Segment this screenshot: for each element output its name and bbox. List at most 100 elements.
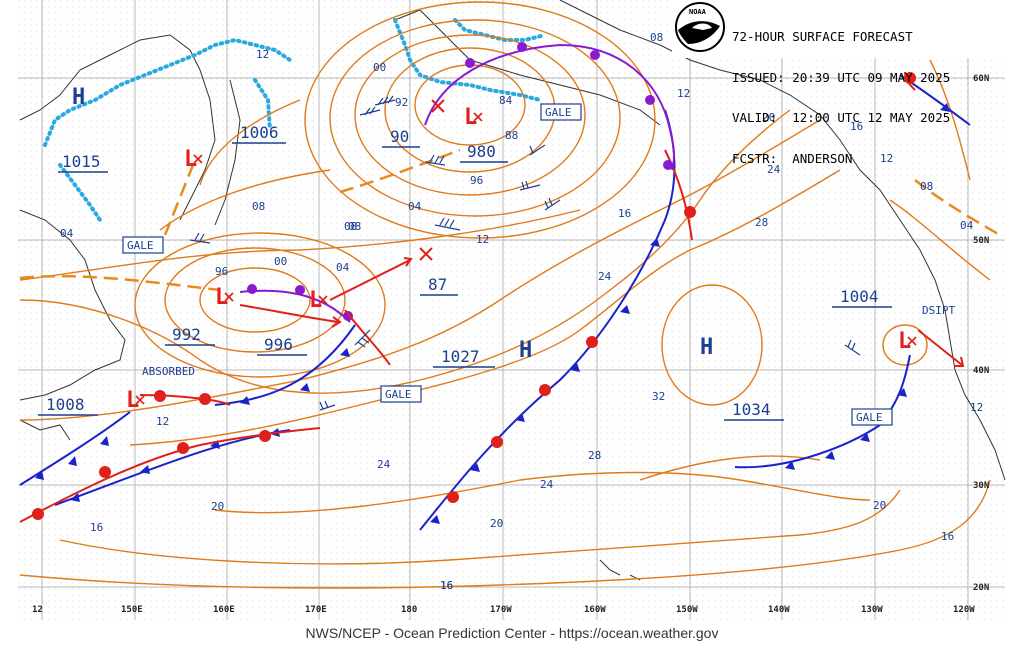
svg-text:08: 08 <box>920 180 933 193</box>
svg-text:16: 16 <box>440 579 453 592</box>
svg-text:28: 28 <box>588 449 601 462</box>
header-issued: ISSUED: 20:39 UTC 09 MAY 2025 <box>732 69 951 85</box>
low-center: L <box>215 285 228 310</box>
lon-label: 160E <box>213 605 235 615</box>
pressure-value: 1027 <box>441 347 480 366</box>
high-center: H <box>519 338 532 363</box>
troughs <box>19 148 1001 292</box>
low-center: L <box>464 105 477 130</box>
svg-text:96: 96 <box>215 265 228 278</box>
storm-position-markers <box>419 99 445 261</box>
dsipt-label: DSIPT <box>922 304 955 317</box>
svg-text:20: 20 <box>873 499 886 512</box>
header-box <box>672 0 1004 58</box>
pressure-value: 1015 <box>62 152 101 171</box>
svg-text:12: 12 <box>677 87 690 100</box>
svg-text:04: 04 <box>408 200 422 213</box>
svg-text:20: 20 <box>762 111 775 124</box>
lon-label: 180 <box>401 605 417 615</box>
lon-label: 130W <box>861 605 883 615</box>
lon-label: 170W <box>490 605 512 615</box>
svg-text:16: 16 <box>90 521 103 534</box>
axis-labels: 12 150E 160E 170E 180 170W 160W 150W 140… <box>32 74 989 615</box>
cold-front-triangles <box>35 103 950 524</box>
wind-barbs <box>189 95 861 411</box>
lat-label: 40N <box>973 366 989 376</box>
svg-text:12: 12 <box>970 401 983 414</box>
svg-text:20: 20 <box>490 517 503 530</box>
svg-text:00: 00 <box>373 61 386 74</box>
low-pressure-centers: L L L L L L <box>126 105 911 413</box>
pressure-value: 996 <box>264 335 293 354</box>
lon-label: 150W <box>676 605 698 615</box>
svg-text:00: 00 <box>274 255 287 268</box>
svg-text:24: 24 <box>540 478 554 491</box>
gale-label: GALE <box>127 239 154 252</box>
header-forecaster: FCSTR: ANDERSON <box>732 150 853 166</box>
svg-text:08: 08 <box>252 200 265 213</box>
pressure-value: 1006 <box>240 123 279 142</box>
high-center: H <box>700 335 713 360</box>
header-valid: VALID: 12:00 UTC 12 MAY 2025 <box>732 110 951 125</box>
lon-label: 12 <box>32 605 43 615</box>
pressure-value: 992 <box>172 325 201 344</box>
forecast-header: 72-HOUR SURFACE FORECAST ISSUED: 20:39 U… <box>732 3 950 179</box>
svg-text:24: 24 <box>767 163 781 176</box>
svg-text:84: 84 <box>499 94 513 107</box>
svg-text:12: 12 <box>256 48 269 61</box>
low-center: L <box>184 147 197 172</box>
svg-text:08: 08 <box>344 220 357 233</box>
svg-text:28: 28 <box>755 216 768 229</box>
svg-text:04: 04 <box>960 219 974 232</box>
svg-text:96: 96 <box>470 174 483 187</box>
warm-front-semicircles <box>32 72 916 520</box>
svg-text:92: 92 <box>395 96 408 109</box>
svg-text:08: 08 <box>650 31 663 44</box>
svg-text:12: 12 <box>476 233 489 246</box>
pressure-value: 87 <box>428 275 447 294</box>
noaa-logo: NOAA <box>675 2 725 52</box>
pressure-value: 90 <box>390 127 409 146</box>
isobars <box>19 1 991 589</box>
pressure-value: 980 <box>467 142 496 161</box>
pressure-values: 1015 1006 90 980 992 996 87 1027 1008 10… <box>38 123 892 421</box>
lat-label: 20N <box>973 583 989 593</box>
lat-label: 50N <box>973 236 989 246</box>
map-background <box>18 0 1005 620</box>
pressure-value: 1004 <box>840 287 879 306</box>
lat-lon-grid <box>18 0 1005 620</box>
lon-label: 120W <box>953 605 975 615</box>
svg-text:NOAA: NOAA <box>689 8 707 16</box>
gale-label: GALE <box>545 106 572 119</box>
svg-text:16: 16 <box>618 207 631 220</box>
svg-text:24: 24 <box>598 270 612 283</box>
absorbed-label: ABSORBED <box>142 365 195 378</box>
gale-labels: GALE GALE GALE GALE ABSORBED DSIPT <box>122 103 955 426</box>
pressure-value: 1008 <box>46 395 85 414</box>
svg-text:08: 08 <box>348 220 361 233</box>
footer-credit: NWS/NCEP - Ocean Prediction Center - htt… <box>305 625 719 641</box>
low-center: L <box>898 329 911 354</box>
low-center: L <box>309 288 322 313</box>
pressure-value: 1034 <box>732 400 771 419</box>
lat-label: 30N <box>973 481 989 491</box>
low-center: L <box>126 388 139 413</box>
low-center-x-marks <box>135 112 917 405</box>
gale-label: GALE <box>856 411 883 424</box>
svg-text:24: 24 <box>377 458 391 471</box>
svg-text:88: 88 <box>505 129 518 142</box>
svg-text:12: 12 <box>156 415 169 428</box>
svg-text:04: 04 <box>60 227 74 240</box>
header-title: 72-HOUR SURFACE FORECAST <box>732 29 913 44</box>
svg-text:20: 20 <box>211 500 224 513</box>
high-center: H <box>72 85 85 110</box>
svg-text:16: 16 <box>850 120 863 133</box>
lon-label: 140W <box>768 605 790 615</box>
lon-label: 170E <box>305 605 327 615</box>
high-pressure-centers: H H H <box>72 85 713 363</box>
svg-text:16: 16 <box>941 530 954 543</box>
svg-text:04: 04 <box>336 261 350 274</box>
movement-arrows <box>239 257 965 367</box>
isobar-labels: 12 00 92 84 88 96 08 04 04 08 96 00 04 0… <box>60 31 983 592</box>
